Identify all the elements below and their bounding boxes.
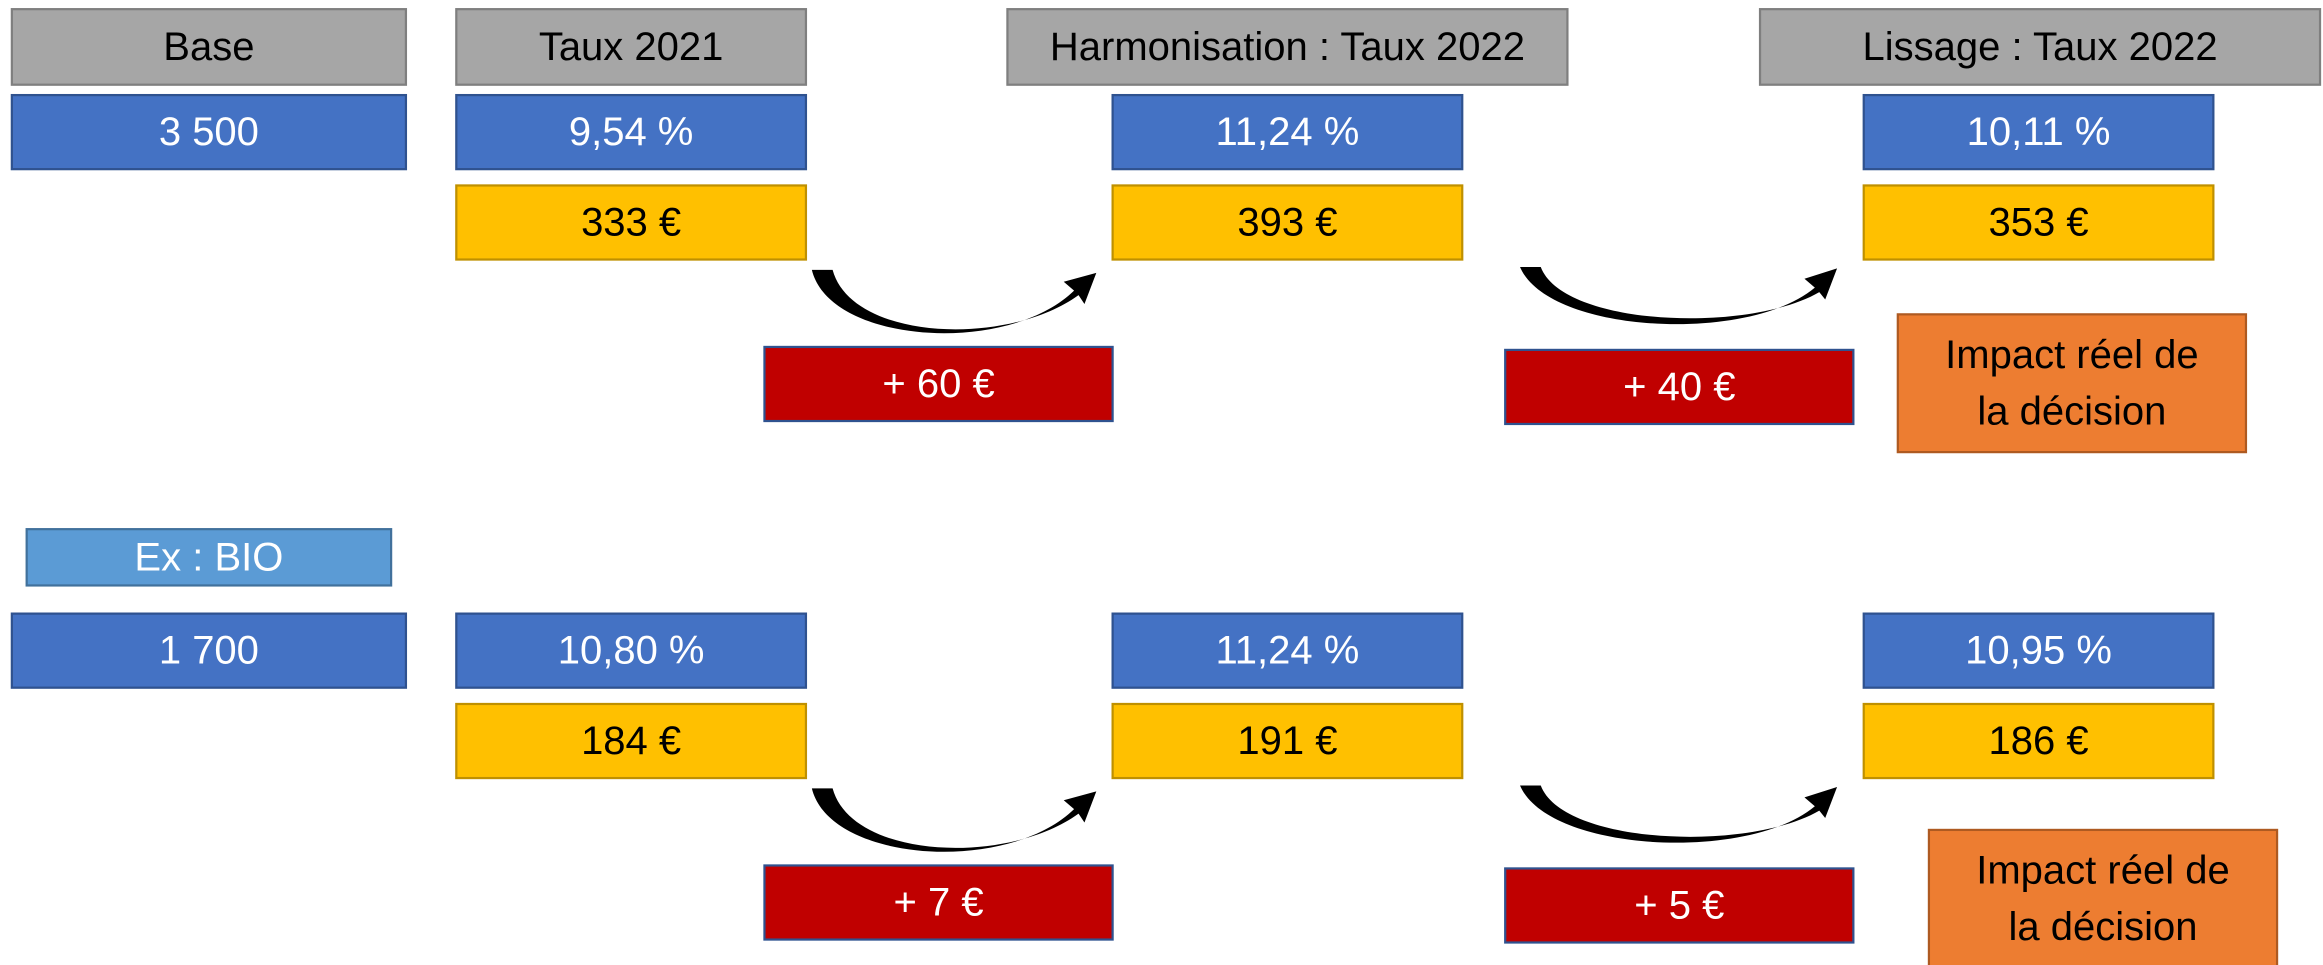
- rate-text: 10,95 %: [1965, 629, 2112, 673]
- rate-text: 11,24 %: [1216, 110, 1360, 154]
- rate: [455, 612, 808, 689]
- header-text: Base: [163, 25, 254, 69]
- header: [1006, 8, 1569, 86]
- arrow: [811, 788, 1097, 852]
- rate: [1862, 612, 2215, 689]
- rate-text: 11,24 %: [1216, 629, 1360, 673]
- delta-text: + 5 €: [1634, 883, 1724, 927]
- rate-text: 10,11 %: [1967, 110, 2111, 154]
- amount: [1862, 184, 2215, 261]
- example-label-text: Ex : BIO: [134, 535, 283, 579]
- header: [455, 8, 808, 86]
- arrows: [811, 266, 1838, 852]
- rate: [1862, 93, 2215, 171]
- arrow: [811, 269, 1097, 334]
- delta: [763, 345, 1114, 423]
- rate: [1111, 93, 1464, 171]
- delta-text: + 40 €: [1623, 365, 1735, 409]
- base-value: [10, 93, 408, 171]
- amount-text: 393 €: [1237, 200, 1337, 244]
- amount: [1111, 184, 1464, 261]
- impact-note-text: Impact réel de: [1945, 333, 2198, 377]
- amount: [1862, 702, 2215, 780]
- example-label: [25, 528, 393, 587]
- arrow: [1520, 785, 1838, 843]
- delta: [763, 864, 1114, 941]
- amount: [455, 184, 808, 261]
- impact-note: [1896, 313, 2248, 454]
- delta: [1504, 867, 1855, 944]
- amount: [455, 702, 808, 780]
- rate-text: 10,80 %: [558, 629, 705, 673]
- arrow: [1520, 266, 1838, 325]
- header-text: Lissage : Taux 2022: [1862, 25, 2217, 69]
- delta-text: + 60 €: [882, 362, 994, 406]
- delta-text: + 7 €: [893, 881, 983, 925]
- rate-text: 9,54 %: [569, 110, 694, 154]
- impact-note-text: Impact réel de: [1976, 849, 2229, 893]
- amount-text: 186 €: [1988, 719, 2088, 763]
- amount-text: 184 €: [581, 719, 681, 763]
- amount-text: 191 €: [1237, 719, 1337, 763]
- rate: [455, 93, 808, 171]
- base-value: [10, 612, 408, 689]
- header-text: Harmonisation : Taux 2022: [1050, 25, 1525, 69]
- header: [1758, 8, 2322, 86]
- impact-note-text: la décision: [2008, 905, 2197, 949]
- base-value-text: 1 700: [159, 629, 259, 673]
- delta: [1504, 348, 1855, 426]
- header: [10, 8, 408, 86]
- base-value-text: 3 500: [159, 110, 259, 154]
- amount-text: 353 €: [1988, 200, 2088, 244]
- impact-note: [1927, 828, 2279, 965]
- rate: [1111, 612, 1464, 689]
- header-text: Taux 2021: [539, 25, 724, 69]
- impact-note-text: la décision: [1977, 389, 2166, 433]
- amount-text: 333 €: [581, 200, 681, 244]
- amount: [1111, 702, 1464, 780]
